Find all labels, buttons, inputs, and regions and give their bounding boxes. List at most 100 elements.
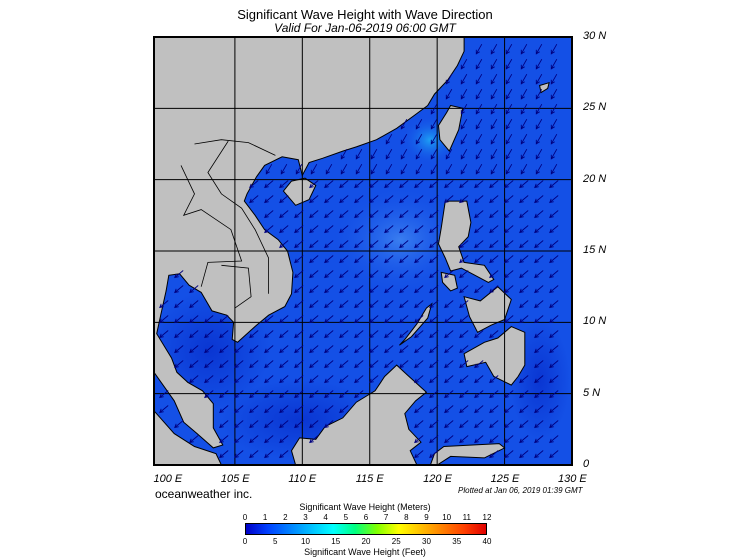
wave-arrow bbox=[294, 390, 304, 399]
wave-arrow bbox=[550, 133, 558, 145]
wave-arrow bbox=[549, 450, 559, 459]
wave-arrow bbox=[309, 225, 319, 234]
wave-arrow bbox=[249, 420, 259, 429]
colorbar-meter-tick: 12 bbox=[482, 513, 492, 522]
wave-arrow bbox=[519, 255, 529, 264]
wave-arrow bbox=[504, 390, 514, 399]
wave-arrow bbox=[504, 405, 514, 414]
wave-arrow bbox=[264, 405, 274, 414]
latitude-label: 20 N bbox=[583, 172, 607, 185]
wave-arrow bbox=[234, 360, 244, 369]
wave-arrow bbox=[534, 225, 544, 234]
wave-arrow bbox=[444, 360, 454, 369]
wave-arrow bbox=[549, 240, 559, 249]
wave-arrow bbox=[504, 450, 514, 459]
wave-arrow bbox=[534, 405, 544, 414]
wave-arrow bbox=[550, 163, 558, 175]
wave-arrow bbox=[489, 255, 499, 264]
wave-arrow bbox=[505, 88, 513, 100]
wave-arrow bbox=[159, 390, 169, 399]
wave-arrow bbox=[339, 315, 349, 324]
wave-arrow bbox=[279, 360, 289, 369]
wave-arrow bbox=[475, 43, 483, 55]
wave-arrow bbox=[384, 225, 394, 234]
wave-arrow bbox=[429, 255, 439, 264]
wave-arrow bbox=[264, 315, 274, 324]
wave-arrow bbox=[414, 315, 424, 324]
wave-arrow bbox=[219, 345, 229, 354]
wave-arrow bbox=[309, 375, 319, 384]
wave-arrow bbox=[339, 225, 349, 234]
wave-arrow bbox=[549, 270, 559, 279]
wave-arrow bbox=[504, 435, 514, 444]
wave-arrow bbox=[204, 330, 214, 339]
wave-arrow bbox=[369, 255, 379, 264]
wave-arrow bbox=[535, 148, 543, 160]
wave-arrow bbox=[460, 88, 468, 100]
wave-arrow bbox=[534, 435, 544, 444]
wave-arrow bbox=[204, 375, 214, 384]
wave-arrow bbox=[264, 345, 274, 354]
wave-arrow bbox=[309, 255, 319, 264]
colorbar-meter-tick: 7 bbox=[383, 513, 389, 522]
land-hainan bbox=[282, 177, 317, 206]
wave-arrow bbox=[414, 195, 424, 204]
wave-arrow bbox=[189, 330, 199, 339]
land-borneo bbox=[290, 364, 428, 465]
wave-arrow bbox=[549, 210, 559, 219]
wave-arrow bbox=[474, 405, 484, 414]
wave-arrow bbox=[354, 270, 364, 279]
wave-arrow bbox=[474, 375, 484, 384]
wave-arrow bbox=[444, 375, 454, 384]
wave-arrow bbox=[549, 225, 559, 234]
wave-arrow bbox=[294, 270, 304, 279]
wave-arrow bbox=[249, 405, 259, 414]
land-masses bbox=[154, 37, 550, 465]
wave-arrow bbox=[339, 255, 349, 264]
wave-arrow bbox=[444, 390, 454, 399]
wave-arrow bbox=[474, 330, 484, 339]
wave-arrow bbox=[279, 210, 289, 219]
latitude-label: 25 N bbox=[583, 101, 607, 114]
wave-arrow bbox=[324, 300, 334, 309]
wave-arrow bbox=[549, 255, 559, 264]
longitude-label: 120 E bbox=[423, 473, 452, 485]
wave-arrow bbox=[355, 148, 363, 160]
wave-arrow bbox=[519, 210, 529, 219]
plotted-timestamp: Plotted at Jan 06, 2019 01:39 GMT bbox=[458, 486, 583, 495]
wave-arrow bbox=[550, 73, 558, 85]
wave-arrow bbox=[399, 315, 409, 324]
wave-arrow bbox=[264, 450, 274, 459]
wave-arrow bbox=[519, 315, 529, 324]
wave-arrow bbox=[519, 180, 529, 189]
wave-arrow bbox=[489, 285, 499, 294]
wave-arrow bbox=[369, 240, 379, 249]
wave-arrow bbox=[324, 330, 334, 339]
wave-arrow bbox=[505, 73, 513, 85]
wave-arrow bbox=[475, 103, 483, 115]
wave-arrow bbox=[520, 58, 528, 70]
wave-arrow bbox=[354, 300, 364, 309]
wave-arrow bbox=[519, 300, 529, 309]
wave-arrow bbox=[399, 240, 409, 249]
wave-arrow bbox=[279, 240, 289, 249]
wave-arrow bbox=[294, 225, 304, 234]
wave-arrow bbox=[174, 330, 184, 339]
wave-arrow bbox=[504, 225, 514, 234]
wave-arrow bbox=[369, 195, 379, 204]
wave-arrow bbox=[234, 405, 244, 414]
wave-arrow bbox=[534, 255, 544, 264]
wave-arrow bbox=[369, 345, 379, 354]
wave-arrow bbox=[535, 163, 543, 175]
wave-arrow bbox=[354, 360, 364, 369]
wave-arrow bbox=[504, 240, 514, 249]
wave-arrow bbox=[309, 300, 319, 309]
wave-arrow bbox=[174, 300, 184, 309]
wave-arrow bbox=[519, 405, 529, 414]
wave-arrow bbox=[505, 58, 513, 70]
colorbar-feet-tick: 20 bbox=[361, 537, 371, 546]
wave-arrow bbox=[414, 210, 424, 219]
wave-arrow bbox=[369, 180, 379, 189]
wave-arrow bbox=[430, 163, 438, 175]
wave-arrow bbox=[429, 300, 439, 309]
